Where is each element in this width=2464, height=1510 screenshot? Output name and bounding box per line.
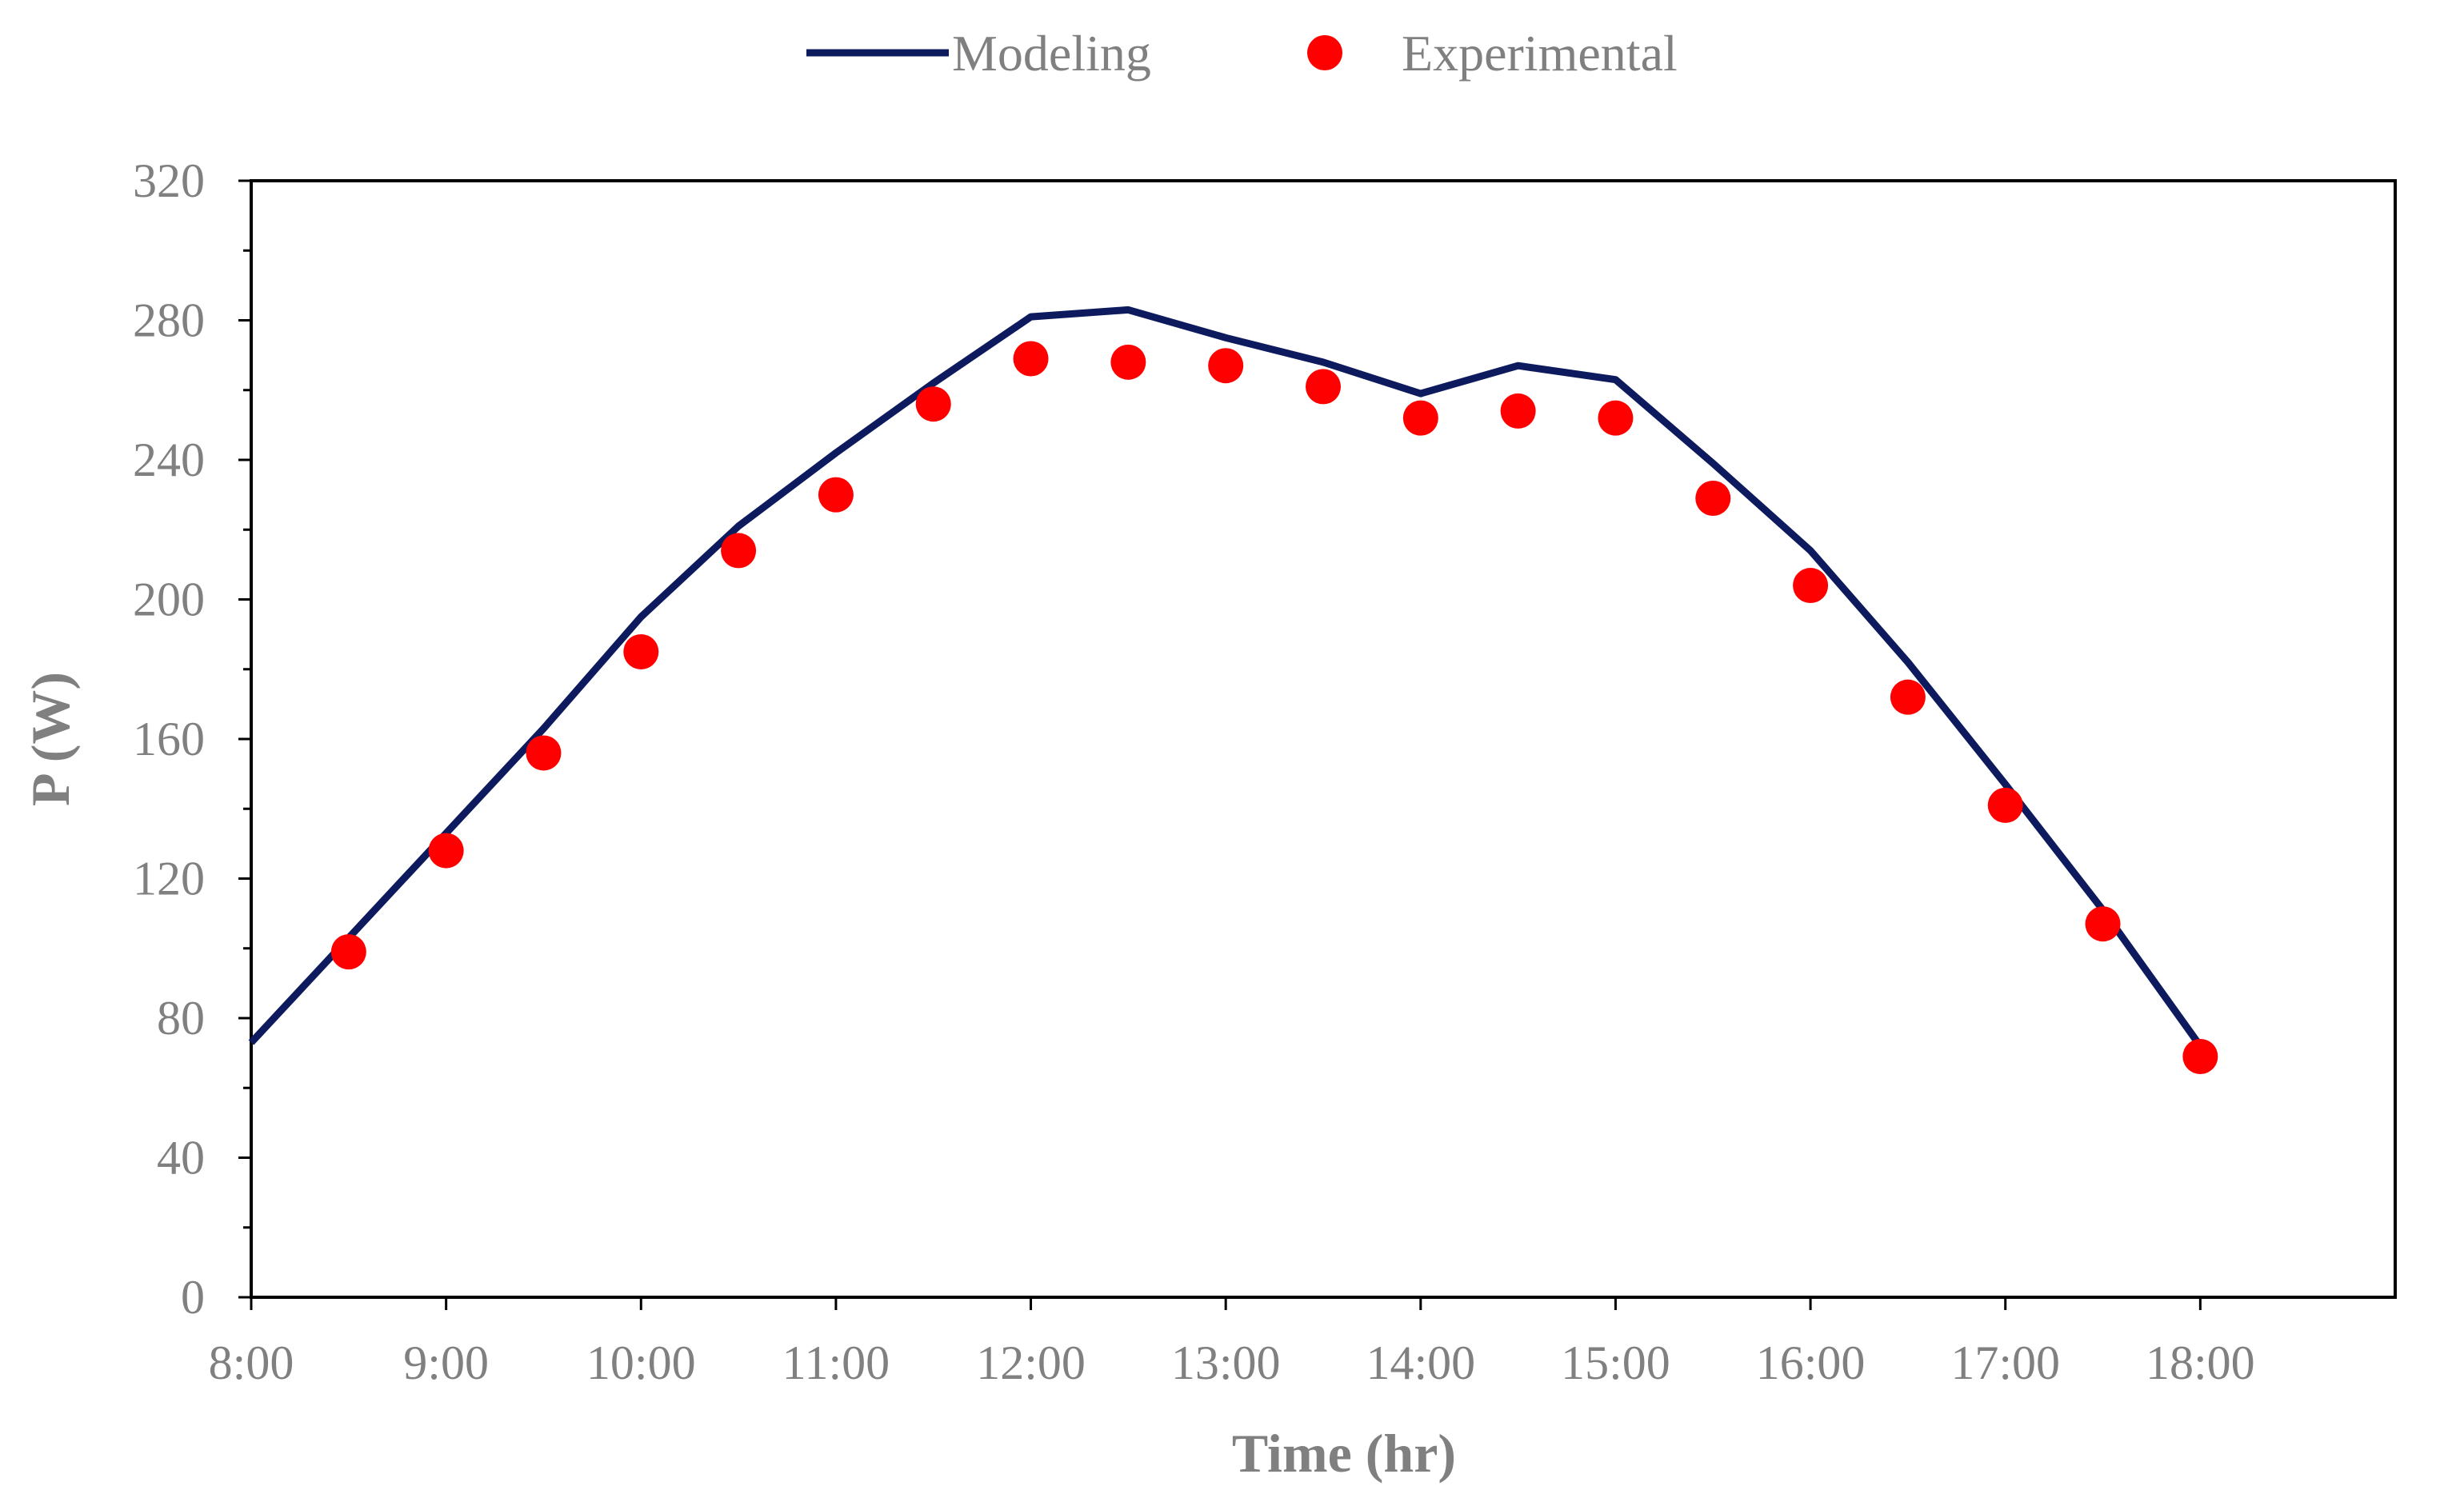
x-tick-label: 8:00 [209, 1336, 294, 1389]
experimental-point [818, 477, 854, 513]
experimental-point [1695, 480, 1731, 516]
experimental-point [428, 833, 464, 869]
y-tick-label: 40 [157, 1132, 205, 1184]
legend-modeling-label: Modeling [952, 25, 1151, 82]
x-tick-label: 18:00 [2146, 1336, 2255, 1389]
y-axis-title: P (W) [20, 672, 81, 806]
x-tick-label: 15:00 [1561, 1336, 1670, 1389]
experimental-point [2182, 1038, 2218, 1074]
experimental-point [1306, 369, 1341, 405]
experimental-point [1500, 393, 1536, 429]
legend-experimental-swatch [1307, 35, 1342, 70]
x-tick-label: 9:00 [403, 1336, 489, 1389]
x-tick-label: 17:00 [1950, 1336, 2060, 1389]
experimental-point [1013, 341, 1049, 377]
y-tick-label: 200 [133, 573, 205, 626]
experimental-point [1110, 344, 1146, 380]
modeling-line [248, 306, 2204, 1049]
experimental-point [526, 735, 562, 771]
x-tick-label: 12:00 [976, 1336, 1086, 1389]
y-tick-label: 120 [133, 853, 205, 905]
legend-experimental-label: Experimental [1402, 25, 1678, 82]
x-axis: 8:00 9:00 10:00 11:00 12:00 13:00 14:00 15:00 16… [209, 1297, 2255, 1389]
experimental-point [1987, 787, 2023, 823]
y-tick-label: 0 [181, 1271, 205, 1324]
x-tick-label: 16:00 [1756, 1336, 1866, 1389]
y-tick-label: 160 [133, 713, 205, 765]
series-layer [248, 306, 2218, 1074]
y-axis: 0 40 80 120 160 200 240 280 320 [133, 154, 251, 1324]
experimental-point [915, 386, 951, 422]
experimental-point [1598, 400, 1634, 436]
x-axis-title: Time (hr) [1232, 1423, 1456, 1484]
y-tick-label: 320 [133, 154, 205, 207]
x-tick-label: 14:00 [1366, 1336, 1475, 1389]
experimental-point [1890, 679, 1926, 715]
experimental-point [1793, 568, 1829, 604]
legend: Modeling Experimental [806, 25, 1678, 82]
plot-area [250, 179, 2397, 1299]
experimental-point [1402, 400, 1438, 436]
y-tick-label: 80 [157, 992, 205, 1045]
x-tick-label: 10:00 [586, 1336, 696, 1389]
experimental-point [2085, 906, 2121, 942]
y-tick-label: 240 [133, 433, 205, 486]
x-tick-label: 11:00 [782, 1336, 890, 1389]
experimental-point [721, 533, 757, 569]
experimental-point [623, 633, 659, 669]
experimental-point [330, 934, 366, 970]
x-tick-label: 13:00 [1171, 1336, 1281, 1389]
experimental-point [1208, 348, 1244, 384]
y-tick-label: 280 [133, 294, 205, 347]
